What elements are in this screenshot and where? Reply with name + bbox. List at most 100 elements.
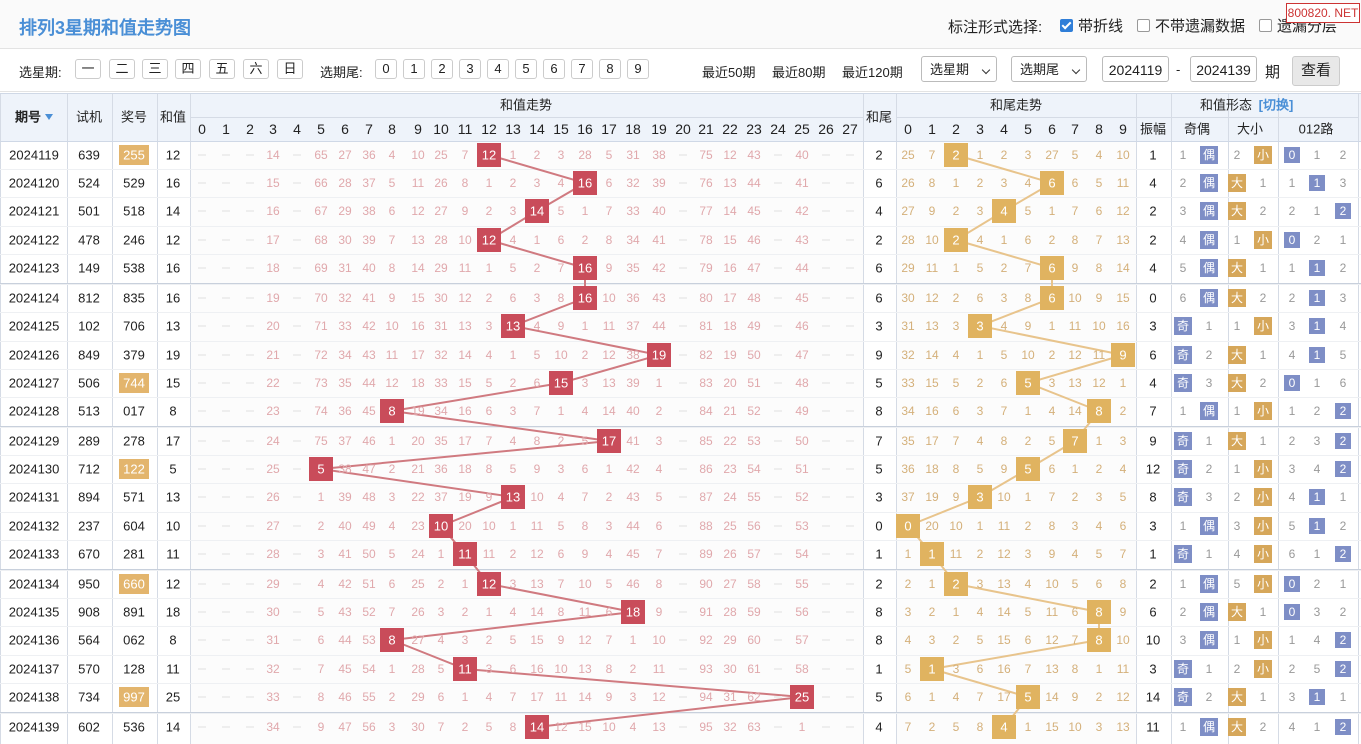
tail-8-button[interactable]: 8: [599, 59, 621, 79]
checkbox-icon[interactable]: [1137, 19, 1150, 32]
odd-even-tag: [1200, 202, 1218, 220]
recent-80-link[interactable]: 最近80期: [772, 65, 826, 80]
sum-omission: 37: [338, 434, 352, 448]
sum-omission: 3: [606, 519, 613, 533]
big-small-tag: [1228, 688, 1246, 706]
omission-dot: [198, 496, 206, 498]
sum-omission: 16: [723, 261, 737, 275]
sum-omission: 3: [534, 176, 541, 190]
recent-50-link[interactable]: 最近50期: [702, 65, 756, 80]
sum-omission: 45: [362, 404, 376, 418]
tail-omission: 7: [929, 148, 936, 162]
sum-omission: 1: [389, 434, 396, 448]
tail-1-button[interactable]: 1: [403, 59, 425, 79]
omission-dot: [679, 726, 687, 728]
sum-omission: 31: [434, 319, 448, 333]
sum-omission: 79: [699, 261, 713, 275]
tail-9-button[interactable]: 9: [627, 59, 649, 79]
tail-omission: 10: [997, 490, 1011, 504]
tail-5-button[interactable]: 5: [515, 59, 537, 79]
switch-link[interactable]: [切换]: [1259, 98, 1294, 113]
odd-even-tag: [1174, 317, 1192, 335]
sum-omission: 28: [723, 605, 737, 619]
sum-omission: 11: [459, 261, 472, 275]
weekday-wed-button[interactable]: 三: [142, 59, 168, 79]
sum-omission: 36: [626, 291, 640, 305]
weekday-fri-button[interactable]: 五: [209, 59, 235, 79]
weekday-thu-button[interactable]: 四: [175, 59, 201, 79]
tail-hit-cell: [1087, 628, 1111, 652]
sum-omission: 46: [747, 233, 761, 247]
sort-down-icon[interactable]: [45, 114, 53, 120]
tail-hit-value: 3: [976, 319, 983, 334]
tail-3-button[interactable]: 3: [459, 59, 481, 79]
tail-6-button[interactable]: 6: [543, 59, 565, 79]
sum-omission: 9: [534, 462, 541, 476]
omission-dot: [846, 325, 854, 327]
sum-omission: 2: [582, 348, 589, 362]
checkbox-checked-icon[interactable]: [1060, 19, 1073, 32]
checkbox-icon[interactable]: [1259, 19, 1272, 32]
odd-even-tag: [1200, 402, 1218, 420]
tail-0-button[interactable]: 0: [375, 59, 397, 79]
recent-120-link[interactable]: 最近120期: [842, 65, 903, 80]
big-small-value: 小: [1257, 633, 1269, 647]
route-omission: 1: [1314, 376, 1321, 390]
tail-4-button[interactable]: 4: [487, 59, 509, 79]
route-tag: [1335, 461, 1351, 477]
option-no-omission[interactable]: 不带遗漏数据: [1137, 15, 1245, 36]
big-small-tag: [1254, 146, 1272, 164]
sum-omission: 39: [362, 233, 376, 247]
tail-7-button[interactable]: 7: [571, 59, 593, 79]
omission-dot: [679, 496, 687, 498]
tail-2-button[interactable]: 2: [431, 59, 453, 79]
tail-omission: 11: [1117, 662, 1130, 676]
big-small-value: 大: [1231, 261, 1243, 275]
sum-hit-cell: [477, 572, 501, 596]
sum-omission: 9: [558, 633, 565, 647]
header-issue[interactable]: 期号: [15, 110, 41, 125]
tail-omission: 7: [1096, 233, 1103, 247]
sum-omission: 45: [626, 547, 640, 561]
tail-hit-cell: [1016, 371, 1040, 395]
big-small-value: 大: [1231, 720, 1243, 734]
tail-omission: 20: [925, 519, 939, 533]
test-cell: 501: [78, 204, 100, 219]
odd-even-tag: [1174, 660, 1192, 678]
option-with-line[interactable]: 带折线: [1060, 15, 1123, 36]
sum-omission: 27: [338, 148, 352, 162]
weekday-sun-button[interactable]: 日: [277, 59, 303, 79]
sum-omission: 8: [606, 233, 613, 247]
weekday-mon-button[interactable]: 一: [75, 59, 101, 79]
tail-omission: 3: [1025, 148, 1032, 162]
sum-hit-value: 8: [388, 633, 395, 648]
weekday-select[interactable]: 选星期: [921, 56, 997, 82]
tail-omission: 10: [1068, 720, 1082, 734]
sum-omission: 26: [266, 490, 280, 504]
omission-dot: [246, 182, 254, 184]
tail-omission: 10: [925, 233, 939, 247]
route-omission: 6: [1340, 376, 1347, 390]
sum-omission: 33: [434, 376, 448, 390]
omission-dot: [246, 297, 254, 299]
odd-even-value: 偶: [1203, 148, 1215, 162]
weekday-tue-button[interactable]: 二: [109, 59, 135, 79]
query-button[interactable]: 查看: [1292, 56, 1340, 86]
award-highlight: [119, 373, 149, 393]
sum-omission: 12: [385, 376, 399, 390]
sum-omission: 41: [362, 291, 376, 305]
sum-omission: 45: [747, 204, 761, 218]
issue-cell: 2024134: [9, 577, 60, 592]
from-issue-input[interactable]: 2024119: [1102, 56, 1169, 82]
omission-dot: [679, 239, 687, 241]
tail-hit-cell: [944, 228, 968, 252]
weekday-sat-button[interactable]: 六: [243, 59, 269, 79]
to-issue-input[interactable]: 2024139: [1190, 56, 1257, 82]
tail-select[interactable]: 选期尾: [1011, 56, 1087, 82]
sum-omission: 4: [630, 720, 637, 734]
tail-omission: 7: [1072, 204, 1079, 218]
odd-even-value: 偶: [1203, 204, 1215, 218]
sum-axis-label: 18: [625, 121, 641, 137]
omission-dot: [822, 468, 830, 470]
omission-dot: [246, 440, 254, 442]
